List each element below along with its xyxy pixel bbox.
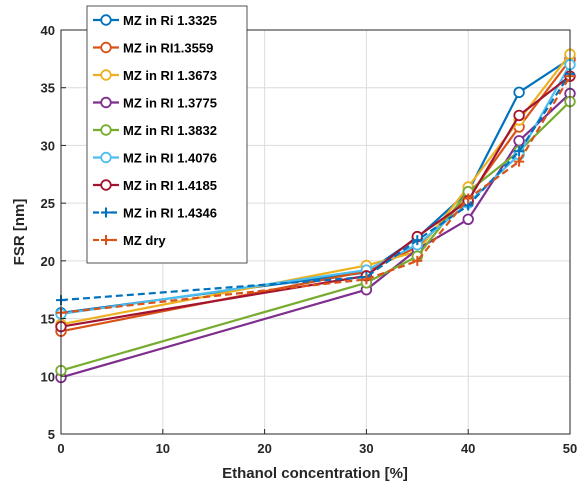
legend-marker: [100, 124, 112, 136]
legend-item: MZ in RI 1.3673: [93, 68, 217, 83]
x-tick-label: 30: [359, 441, 373, 456]
y-tick-label: 20: [41, 254, 55, 269]
legend-label: MZ dry: [123, 233, 166, 248]
y-tick-label: 15: [41, 312, 55, 327]
legend-marker: [100, 41, 112, 54]
data-point: [412, 255, 423, 266]
legend-label: MZ in RI 1.4076: [123, 151, 217, 166]
plot-frame: [60, 29, 571, 435]
x-tick-label: 0: [57, 441, 64, 456]
data-point: [513, 109, 525, 122]
y-axis-label: FSR [nm]: [11, 199, 28, 266]
y-tick-label: 25: [41, 196, 55, 211]
x-axis-label: Ethanol concentration [%]: [222, 465, 408, 482]
data-point: [361, 274, 372, 285]
legend-label: MZ in RI 1.3673: [123, 68, 217, 83]
data-point: [412, 235, 423, 246]
legend-marker: [100, 96, 112, 109]
legend-item: MZ in RI 1.3775: [93, 96, 217, 111]
y-tick-label: 35: [41, 81, 55, 96]
series-line: [60, 57, 571, 314]
data-point: [513, 86, 525, 99]
x-tick-label: 20: [257, 441, 271, 456]
x-tick-label: 50: [563, 441, 577, 456]
legend-label: MZ in RI1.3559: [123, 41, 213, 56]
data-point: [514, 146, 525, 157]
legend-item: MZ in RI 1.4346: [93, 206, 217, 221]
series-line: [60, 75, 571, 314]
legend-item: MZ in Ri 1.3325: [93, 13, 217, 28]
series-line: [60, 92, 571, 379]
legend-marker: [101, 235, 111, 245]
legend-label: MZ in RI 1.4185: [123, 178, 217, 193]
y-tick-label: 10: [41, 369, 55, 384]
y-tick-label: 30: [41, 138, 55, 153]
legend-box: [86, 5, 248, 264]
legend-label: MZ in RI 1.4346: [123, 206, 217, 221]
data-point: [514, 156, 525, 167]
legend-marker: [100, 69, 112, 81]
legend-item: MZ in RI 1.3832: [93, 123, 217, 138]
x-tick-label: 10: [156, 441, 170, 456]
legend-item: MZ dry: [93, 233, 166, 248]
legend-marker: [100, 179, 112, 191]
legend-marker: [100, 151, 112, 164]
x-tick-label: 40: [461, 441, 475, 456]
legend-label: MZ in Ri 1.3325: [123, 13, 217, 28]
legend-label: MZ in RI 1.3775: [123, 96, 217, 111]
legend: MZ in Ri 1.3325 MZ in RI1.3559 MZ in RI 1.…: [86, 5, 248, 264]
tick-layer: 0 10 20 30 40 50 5 10 15 20 25 30 35 40: [41, 23, 578, 456]
data-point: [462, 213, 474, 226]
legend-item: MZ in RI 1.4076: [93, 151, 217, 166]
data-point: [463, 193, 474, 204]
y-tick-label: 5: [48, 427, 55, 442]
legend-item: MZ in RI1.3559: [93, 41, 213, 56]
y-tick-label: 40: [41, 23, 55, 38]
legend-label: MZ in RI 1.3832: [123, 123, 217, 138]
legend-marker: [100, 14, 112, 26]
legend-marker: [101, 207, 111, 218]
legend-item: MZ in RI 1.4185: [93, 178, 217, 193]
series-line: [60, 73, 571, 302]
